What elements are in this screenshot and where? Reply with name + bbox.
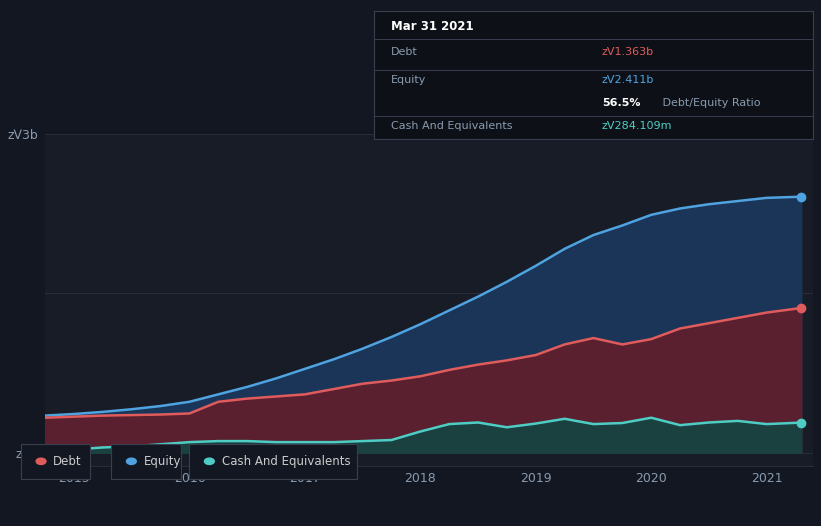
Text: zᐯ2.411b: zᐯ2.411b xyxy=(602,75,654,85)
Text: Equity: Equity xyxy=(144,455,181,468)
Text: zᐯ284.109m: zᐯ284.109m xyxy=(602,122,672,132)
Text: 56.5%: 56.5% xyxy=(602,98,640,108)
Text: Debt: Debt xyxy=(53,455,82,468)
Text: Debt/Equity Ratio: Debt/Equity Ratio xyxy=(659,98,760,108)
Text: zᐯ1.363b: zᐯ1.363b xyxy=(602,47,654,57)
Text: Equity: Equity xyxy=(391,75,426,85)
Text: Cash And Equivalents: Cash And Equivalents xyxy=(391,122,512,132)
Text: Mar 31 2021: Mar 31 2021 xyxy=(391,19,474,33)
Text: Cash And Equivalents: Cash And Equivalents xyxy=(222,455,351,468)
Text: Debt: Debt xyxy=(391,47,418,57)
